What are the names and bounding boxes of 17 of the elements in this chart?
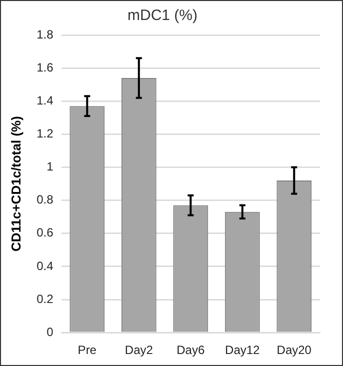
x-tick-label: Pre: [78, 343, 97, 358]
chart-title: mDC1 (%): [128, 7, 198, 24]
y-tick-label: 0.4: [36, 258, 54, 273]
y-tick-label: 1: [46, 160, 54, 174]
y-tick-label: 0.6: [36, 226, 54, 240]
y-tick-label: 0: [46, 324, 54, 339]
y-tick-label: 1.4: [36, 93, 54, 108]
x-tick-label: Day12: [225, 343, 260, 358]
y-tick-label: 1.8: [36, 27, 54, 42]
x-tick-label: Day2: [124, 343, 154, 358]
x-tick-label: Day20: [276, 343, 312, 358]
y-tick-label: 0.8: [36, 192, 54, 207]
x-tick-label: Day6: [176, 343, 205, 358]
y-tick-label: 1.2: [36, 126, 54, 141]
y-tick-label: 0.2: [36, 292, 54, 306]
y-tick-label: 1.6: [36, 60, 54, 74]
y-axis-title: CD11c+CD1c/total (%): [8, 116, 24, 252]
